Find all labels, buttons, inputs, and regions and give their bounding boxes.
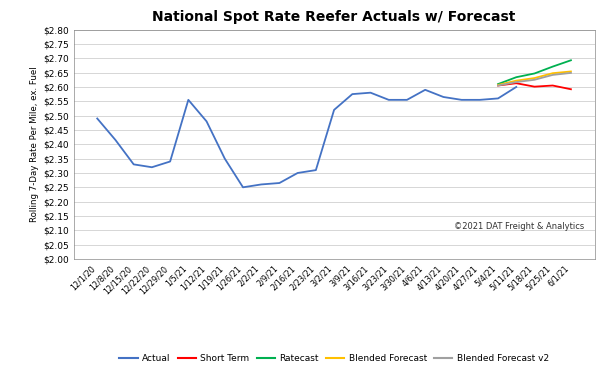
Actual: [239, 185, 246, 189]
Y-axis label: Rolling 7-Day Rate Per Mile, ex. Fuel: Rolling 7-Day Rate Per Mile, ex. Fuel: [30, 67, 39, 222]
Blended Forecast: [549, 71, 557, 75]
Legend: Actual, Short Term, Ratecast, Blended Forecast, Blended Forecast v2: Actual, Short Term, Ratecast, Blended Fo…: [116, 351, 552, 367]
Title: National Spot Rate Reefer Actuals w/ Forecast: National Spot Rate Reefer Actuals w/ For…: [153, 10, 516, 24]
Actual: [494, 96, 501, 101]
Line: Blended Forecast v2: Blended Forecast v2: [498, 73, 571, 85]
Line: Short Term: Short Term: [498, 83, 571, 89]
Actual: [94, 116, 101, 121]
Actual: [312, 168, 319, 172]
Ratecast: [549, 64, 557, 69]
Actual: [185, 98, 192, 102]
Line: Blended Forecast: Blended Forecast: [498, 71, 571, 85]
Actual: [330, 108, 338, 112]
Blended Forecast: [531, 76, 538, 80]
Short Term: [567, 87, 574, 91]
Actual: [385, 98, 392, 102]
Text: ©2021 DAT Freight & Analytics: ©2021 DAT Freight & Analytics: [454, 222, 584, 232]
Ratecast: [494, 82, 501, 86]
Actual: [148, 165, 156, 169]
Line: Ratecast: Ratecast: [498, 60, 571, 84]
Blended Forecast: [494, 83, 501, 87]
Actual: [440, 95, 447, 99]
Blended Forecast v2: [567, 71, 574, 75]
Short Term: [549, 83, 557, 88]
Actual: [476, 98, 484, 102]
Line: Actual: Actual: [97, 87, 516, 187]
Actual: [458, 98, 465, 102]
Blended Forecast: [567, 69, 574, 74]
Actual: [367, 90, 374, 95]
Short Term: [494, 83, 501, 88]
Actual: [349, 92, 356, 96]
Actual: [130, 162, 137, 166]
Short Term: [531, 84, 538, 89]
Blended Forecast: [512, 78, 520, 83]
Blended Forecast v2: [512, 80, 520, 84]
Ratecast: [512, 75, 520, 80]
Blended Forecast v2: [494, 83, 501, 88]
Blended Forecast v2: [531, 78, 538, 82]
Actual: [294, 171, 302, 175]
Actual: [112, 138, 119, 142]
Actual: [257, 182, 265, 187]
Actual: [167, 159, 174, 164]
Actual: [512, 85, 520, 89]
Ratecast: [531, 71, 538, 76]
Actual: [221, 157, 229, 161]
Actual: [276, 181, 283, 185]
Actual: [422, 88, 429, 92]
Actual: [203, 119, 210, 124]
Ratecast: [567, 58, 574, 63]
Short Term: [512, 81, 520, 85]
Blended Forecast v2: [549, 73, 557, 77]
Actual: [403, 98, 411, 102]
